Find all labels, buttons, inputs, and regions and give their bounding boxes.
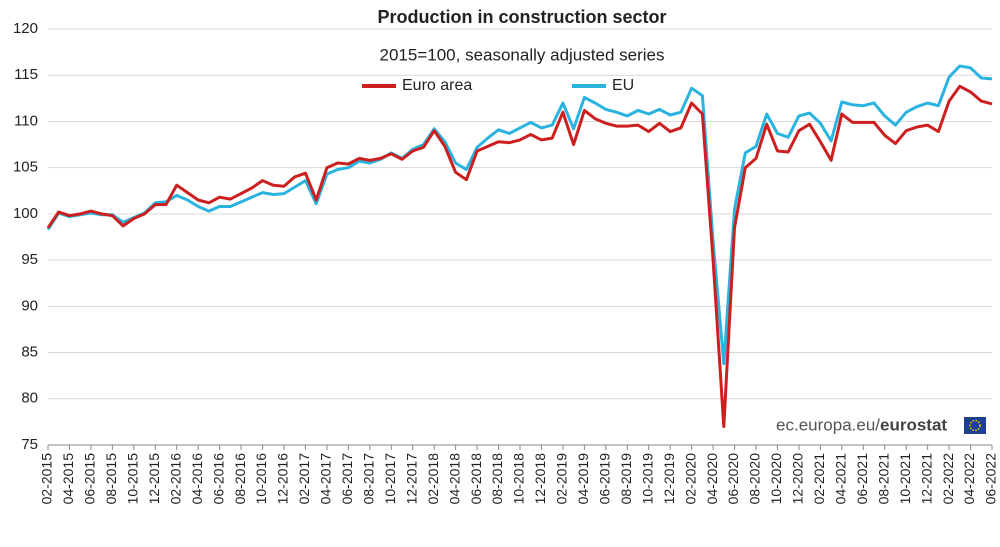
- legend-label: EU: [612, 77, 634, 94]
- x-tick-label: 12-2019: [661, 453, 677, 505]
- x-tick-label: 08-2019: [618, 453, 634, 505]
- x-tick-label: 02-2022: [940, 453, 956, 505]
- y-tick-label: 110: [14, 112, 38, 129]
- source-prefix: ec.europa.eu/: [776, 415, 880, 434]
- x-tick-label: 02-2015: [39, 453, 55, 505]
- y-tick-label: 105: [13, 159, 38, 176]
- eu-flag: [964, 417, 986, 434]
- x-tick-label: 12-2021: [918, 453, 934, 505]
- x-tick-label: 12-2017: [403, 453, 419, 505]
- x-tick-label: 02-2019: [554, 453, 570, 505]
- x-tick-label: 08-2016: [232, 453, 248, 505]
- legend-label: Euro area: [402, 77, 472, 94]
- y-tick-label: 85: [21, 344, 38, 361]
- x-tick-label: 06-2021: [854, 453, 870, 505]
- x-tick-label: 12-2018: [532, 453, 548, 505]
- x-tick-label: 06-2016: [210, 453, 226, 505]
- eu-stars: [969, 419, 981, 432]
- x-tick-label: 06-2019: [597, 453, 613, 505]
- x-tick-label: 10-2017: [382, 453, 398, 505]
- x-tick-label: 04-2021: [833, 453, 849, 505]
- chart-subtitle: 2015=100, seasonally adjusted series: [380, 45, 665, 64]
- chart-title: Production in construction sector: [377, 7, 666, 27]
- x-tick-label: 02-2016: [167, 453, 183, 505]
- x-tick-label: 08-2018: [489, 453, 505, 505]
- y-tick-label: 90: [21, 297, 38, 314]
- x-tick-label: 10-2021: [897, 453, 913, 505]
- y-tick-label: 100: [13, 205, 38, 222]
- x-tick-label: 02-2018: [425, 453, 441, 505]
- x-tick-label: 04-2019: [575, 453, 591, 505]
- x-tick-label: 06-2020: [725, 453, 741, 505]
- x-tick-label: 04-2022: [961, 453, 977, 505]
- x-tick-label: 08-2017: [361, 453, 377, 505]
- x-tick-label: 04-2017: [318, 453, 334, 505]
- x-tick-label: 06-2017: [339, 453, 355, 505]
- x-tick-label: 10-2020: [768, 453, 784, 505]
- x-tick-label: 04-2015: [60, 453, 76, 505]
- y-tick-label: 75: [21, 436, 38, 453]
- x-tick-label: 06-2022: [983, 453, 999, 505]
- x-tick-label: 10-2019: [639, 453, 655, 505]
- x-tick-label: 08-2020: [747, 453, 763, 505]
- x-tick-label: 10-2016: [253, 453, 269, 505]
- series-line: [46, 64, 993, 366]
- source-brand: eurostat: [880, 415, 947, 434]
- y-tick-label: 115: [14, 66, 38, 83]
- y-tick-label: 120: [13, 20, 38, 37]
- x-tick-label: 08-2015: [103, 453, 119, 505]
- x-tick-label: 04-2016: [189, 453, 205, 505]
- series-line: [46, 84, 993, 428]
- x-tick-label: 12-2020: [790, 453, 806, 505]
- x-tick-label: 08-2021: [875, 453, 891, 505]
- x-tick-label: 02-2021: [811, 453, 827, 505]
- x-tick-label: 04-2018: [446, 453, 462, 505]
- x-tick-label: 12-2016: [275, 453, 291, 505]
- x-tick-label: 06-2018: [468, 453, 484, 505]
- x-tick-label: 10-2015: [125, 453, 141, 505]
- y-tick-label: 80: [21, 390, 38, 407]
- y-tick-label: 95: [21, 251, 38, 268]
- x-tick-label: 10-2018: [511, 453, 527, 505]
- x-tick-label: 02-2020: [682, 453, 698, 505]
- x-tick-label: 04-2020: [704, 453, 720, 505]
- x-tick-label: 02-2017: [296, 453, 312, 505]
- x-tick-label: 12-2015: [146, 453, 162, 505]
- x-tick-label: 06-2015: [82, 453, 98, 505]
